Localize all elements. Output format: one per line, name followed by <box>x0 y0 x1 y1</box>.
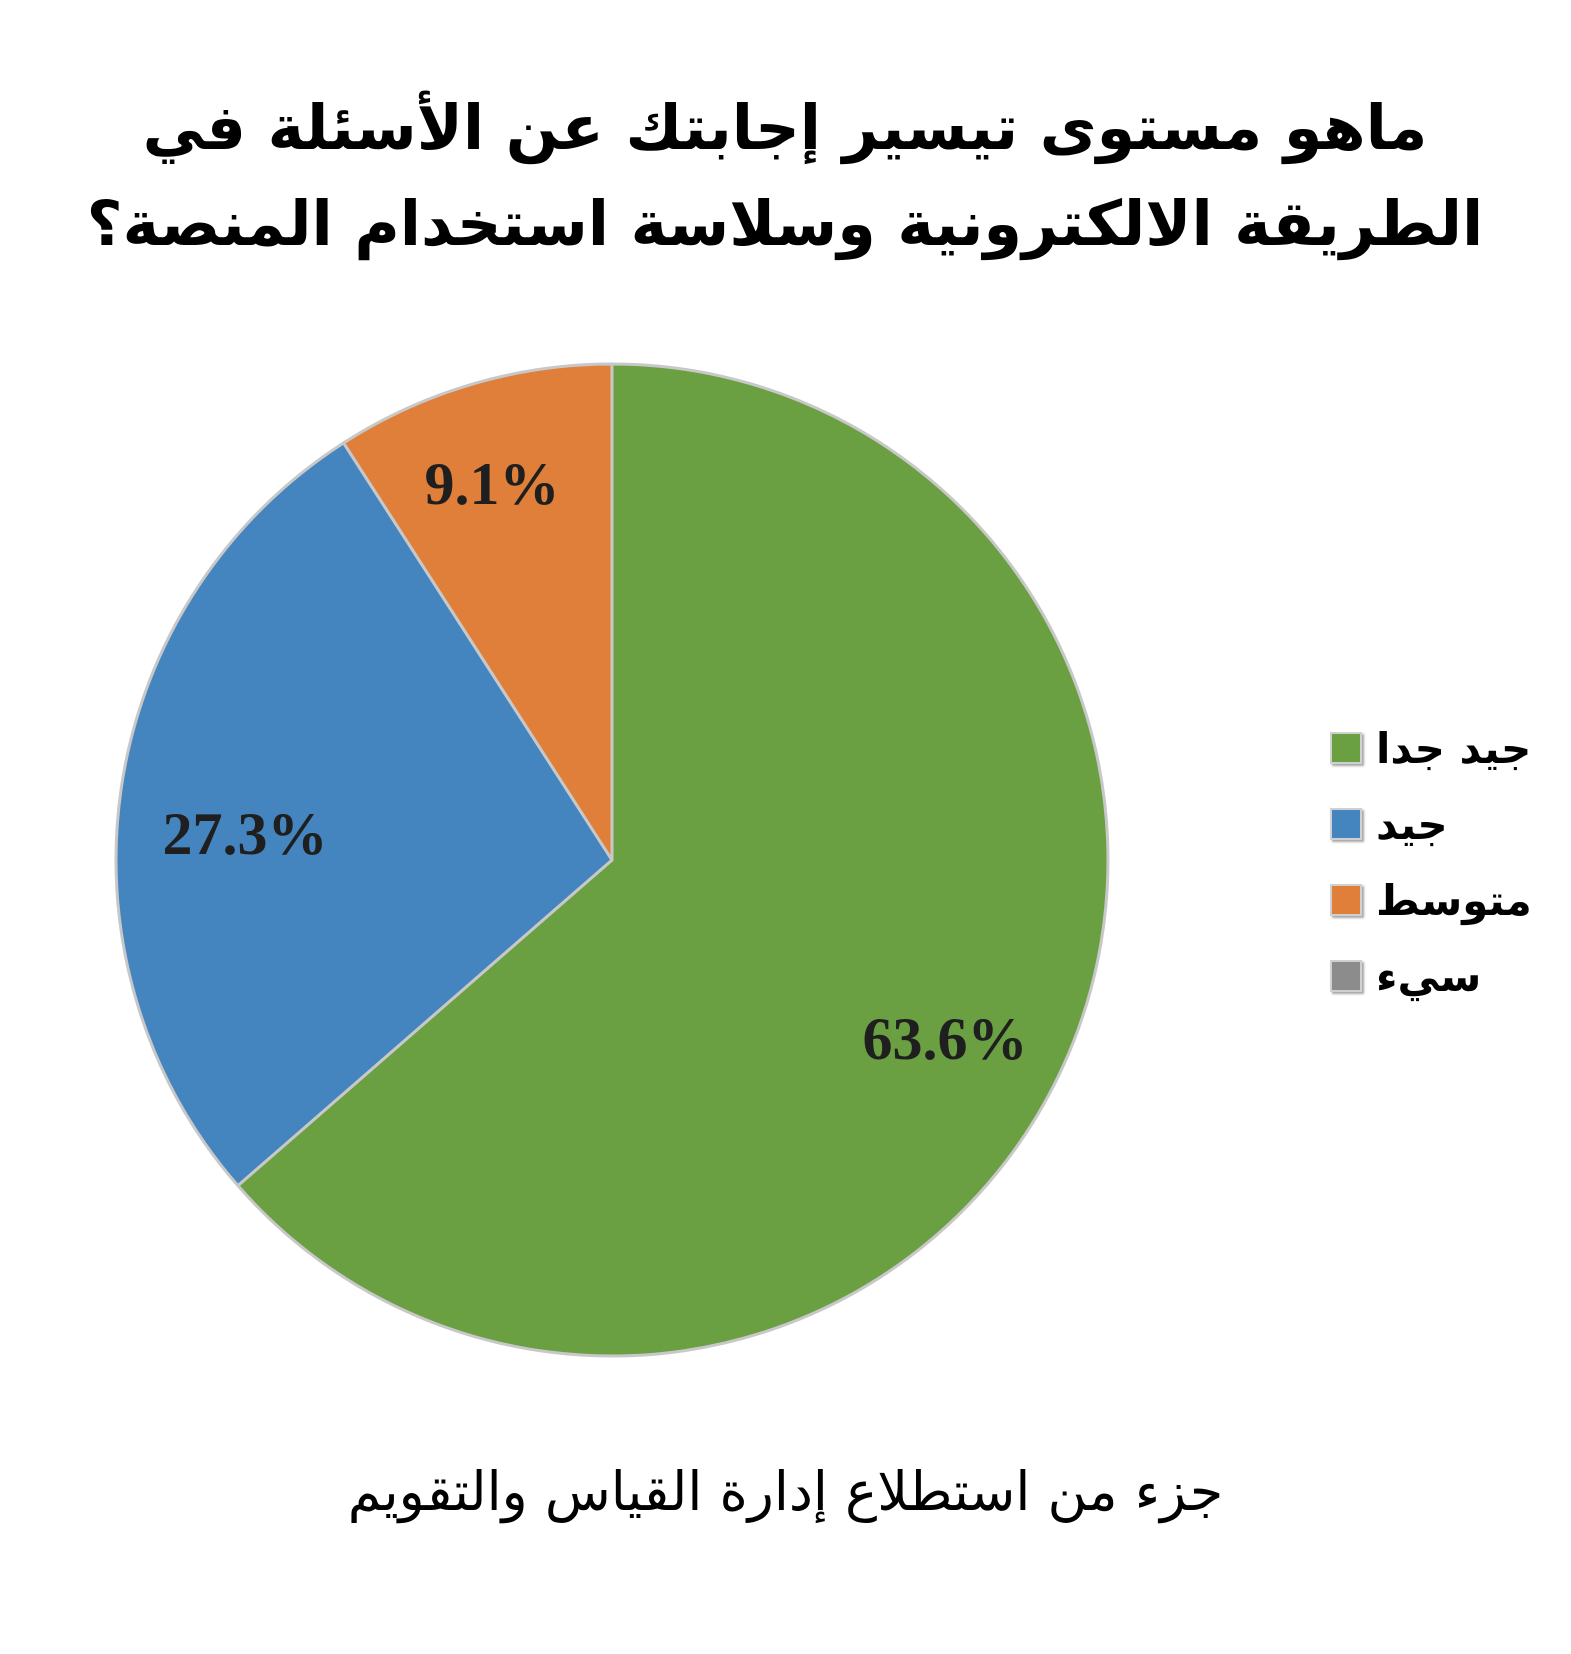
legend-swatch <box>1330 960 1362 992</box>
pie-slice <box>114 441 614 1188</box>
legend-item: سيء <box>1330 938 1560 1014</box>
slice-data-label: 27.3% <box>163 801 328 867</box>
legend-item: متوسط <box>1330 862 1560 938</box>
pie-slice <box>342 362 614 862</box>
slice-data-label: 9.1% <box>425 451 560 517</box>
slice-data-label: 63.6% <box>863 1006 1028 1072</box>
legend-swatch <box>1330 808 1362 840</box>
legend-swatch <box>1330 884 1362 916</box>
legend-label: سيء <box>1376 951 1482 1001</box>
chart-title: ماهو مستوى تيسير إجابتك عن الأسئلة في ال… <box>86 91 1484 260</box>
pie-slice <box>236 362 1110 1358</box>
legend-label: جيد <box>1376 799 1448 849</box>
legend-item: جيد <box>1330 786 1560 862</box>
legend-swatch <box>1330 732 1362 764</box>
chart-source: جزء من استطلاع إدارة القياس والتقويم <box>347 1460 1224 1523</box>
legend-item: جيد جدا <box>1330 710 1560 786</box>
legend-label: متوسط <box>1376 875 1532 925</box>
legend: جيد جدا جيد متوسط سيء <box>1330 710 1560 1014</box>
legend-label: جيد جدا <box>1376 723 1532 773</box>
